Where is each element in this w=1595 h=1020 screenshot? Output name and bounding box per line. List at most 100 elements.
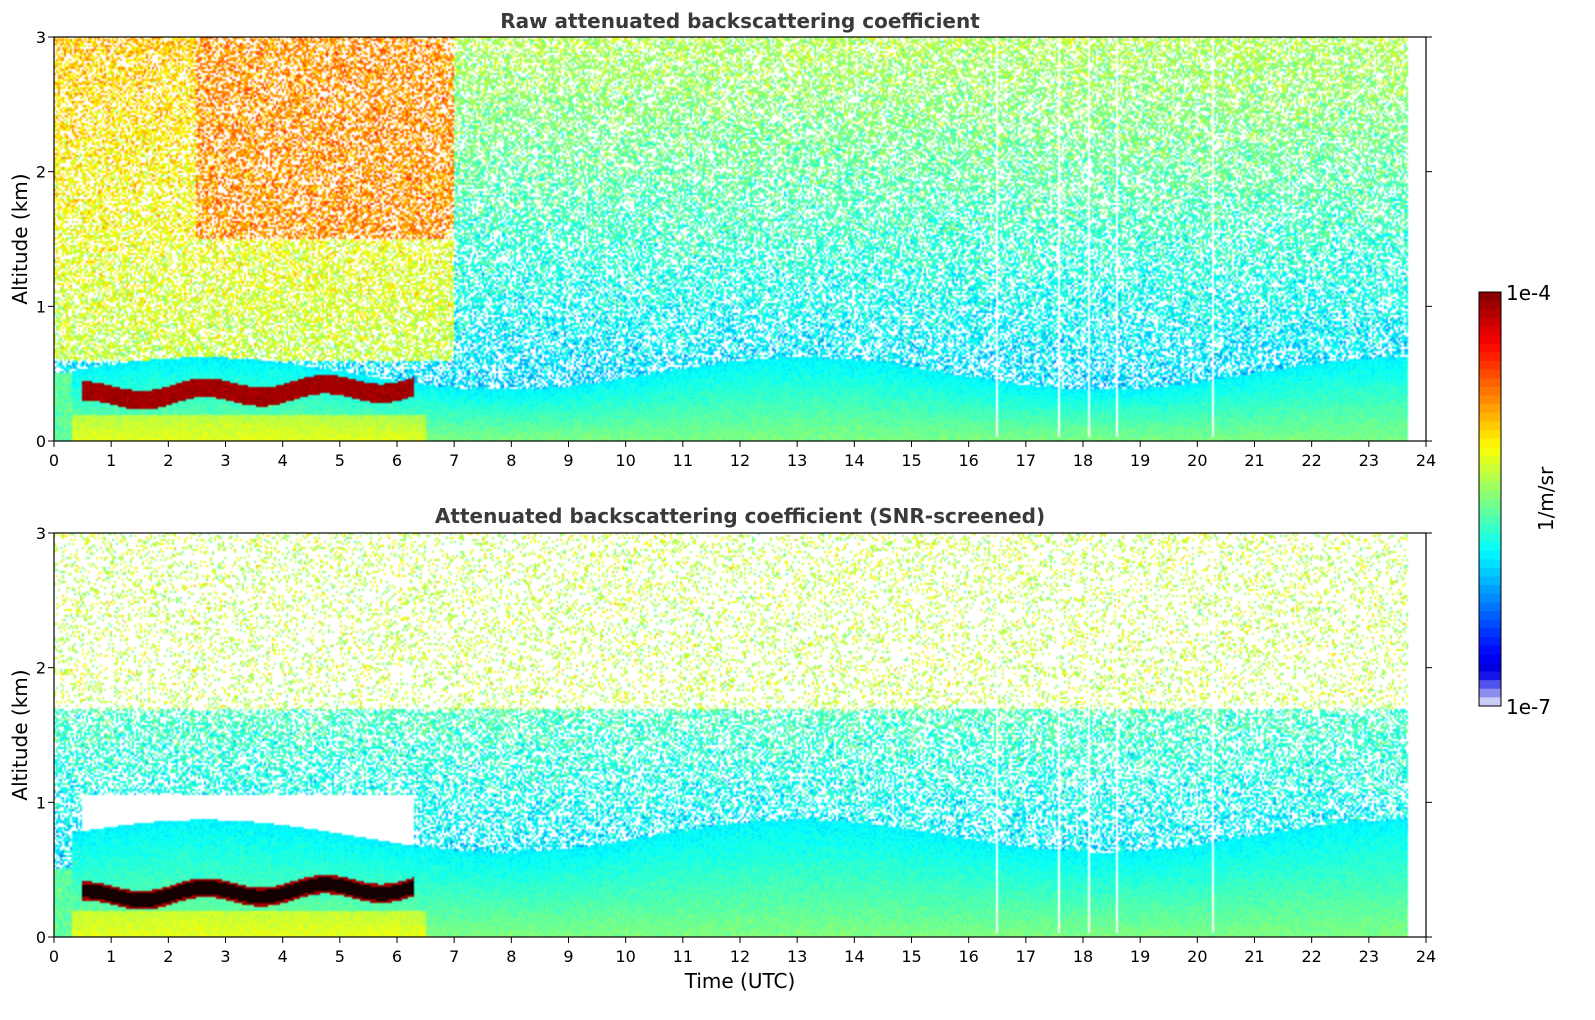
colorbar-step <box>1479 455 1501 466</box>
x-tick-label: 0 <box>49 451 59 470</box>
colorbar-step <box>1479 447 1501 457</box>
x-tick-label: 12 <box>730 451 750 470</box>
colorbar-step <box>1479 395 1501 405</box>
x-tick-label: 19 <box>1130 451 1150 470</box>
x-tick-label: 6 <box>392 451 402 470</box>
x-tick-label: 16 <box>958 947 978 966</box>
colorbar-step <box>1479 421 1501 431</box>
x-tick-label: 15 <box>901 451 921 470</box>
x-tick-label: 3 <box>220 947 230 966</box>
x-tick-label: 9 <box>563 947 573 966</box>
x-tick-label: 19 <box>1130 947 1150 966</box>
x-tick-label: 20 <box>1187 451 1207 470</box>
colorbar-step <box>1479 430 1501 440</box>
x-tick-label: 1 <box>106 451 116 470</box>
x-tick-label: 14 <box>844 947 864 966</box>
x-tick-label: 23 <box>1359 947 1379 966</box>
colorbar-step <box>1479 671 1501 681</box>
colorbar-step <box>1479 602 1501 612</box>
y-axis-label-screened: Altitude (km) <box>8 669 32 800</box>
colorbar-step <box>1479 361 1501 371</box>
colorbar-step <box>1479 473 1501 483</box>
colorbar-step <box>1479 490 1501 500</box>
x-tick-label: 4 <box>278 451 288 470</box>
y-tick-label: 2 <box>36 163 46 182</box>
x-tick-label: 3 <box>220 451 230 470</box>
colorbar-step <box>1479 481 1501 491</box>
x-tick-label: 15 <box>901 947 921 966</box>
colorbar-step <box>1479 628 1501 638</box>
x-tick-label: 7 <box>449 451 459 470</box>
x-tick-label: 10 <box>615 451 635 470</box>
colorbar-step <box>1479 300 1501 310</box>
colorbar-step <box>1479 593 1501 604</box>
x-tick-label: 16 <box>958 451 978 470</box>
x-tick-label: 7 <box>449 947 459 966</box>
colorbar-step <box>1479 326 1501 336</box>
x-tick-label: 13 <box>787 947 807 966</box>
x-tick-label: 12 <box>730 947 750 966</box>
panel-screened: Attenuated backscattering coefficient (S… <box>8 504 1436 993</box>
colorbar-step <box>1479 369 1501 379</box>
x-tick-label: 9 <box>563 451 573 470</box>
colorbar-step <box>1479 352 1501 362</box>
x-tick-label: 24 <box>1416 947 1436 966</box>
colorbar-max-label: 1e-4 <box>1506 281 1551 305</box>
x-tick-label: 21 <box>1244 451 1264 470</box>
colorbar-step <box>1479 292 1501 302</box>
colorbar-step <box>1479 386 1501 397</box>
x-tick-label: 8 <box>506 947 516 966</box>
colorbar-step <box>1479 335 1501 345</box>
x-tick-label: 18 <box>1073 947 1093 966</box>
x-tick-label: 20 <box>1187 947 1207 966</box>
colorbar-step <box>1479 404 1501 414</box>
panel-title-raw: Raw attenuated backscattering coefficien… <box>500 9 980 33</box>
y-tick-label: 1 <box>36 793 46 812</box>
colorbar-min-label: 1e-7 <box>1506 695 1551 719</box>
colorbar-step <box>1479 516 1501 526</box>
y-ticks-raw: 0 1 2 3 <box>36 28 1432 451</box>
x-tick-label: 5 <box>335 947 345 966</box>
colorbar-step <box>1479 697 1501 707</box>
y-tick-label: 0 <box>36 432 46 451</box>
colorbar-step <box>1479 524 1501 535</box>
colorbar-gradient <box>1479 292 1501 707</box>
colorbar-step <box>1479 662 1501 673</box>
x-tick-label: 14 <box>844 451 864 470</box>
y-tick-label: 3 <box>36 524 46 543</box>
x-tick-label: 17 <box>1016 947 1036 966</box>
y-tick-label: 0 <box>36 928 46 947</box>
colorbar-label: 1/m/sr <box>1534 466 1558 531</box>
colorbar-step <box>1479 464 1501 474</box>
colorbar-step <box>1479 507 1501 517</box>
x-tick-label: 22 <box>1301 947 1321 966</box>
x-tick-label: 22 <box>1301 451 1321 470</box>
x-tick-label: 1 <box>106 947 116 966</box>
y-tick-label: 2 <box>36 659 46 678</box>
x-tick-label: 10 <box>615 947 635 966</box>
heatmap-raw <box>54 37 1426 441</box>
colorbar-step <box>1479 317 1501 328</box>
colorbar: 1e-4 1e-7 1/m/sr <box>1478 281 1558 719</box>
x-tick-label: 8 <box>506 451 516 470</box>
colorbar-step <box>1479 585 1501 595</box>
colorbar-step <box>1479 576 1501 586</box>
x-tick-label: 24 <box>1416 451 1436 470</box>
x-tick-label: 11 <box>673 947 693 966</box>
x-tick-label: 13 <box>787 451 807 470</box>
x-tick-label: 18 <box>1073 451 1093 470</box>
colorbar-step <box>1479 688 1501 698</box>
panel-raw: Raw attenuated backscattering coefficien… <box>8 9 1436 470</box>
colorbar-frame <box>1478 291 1502 707</box>
colorbar-step <box>1479 611 1501 621</box>
colorbar-step <box>1479 619 1501 629</box>
colorbar-step <box>1479 645 1501 655</box>
panel-title-screened: Attenuated backscattering coefficient (S… <box>435 504 1045 528</box>
colorbar-step <box>1479 378 1501 388</box>
y-ticks-screened: 0 1 2 3 <box>36 524 1432 947</box>
x-ticks-screened: 0 1 2 3 4 5 6 7 8 9 10 11 12 13 14 15 16 17 18 19 20 21 22 23 24 <box>49 937 1436 966</box>
colorbar-step <box>1479 412 1501 422</box>
x-tick-label: 0 <box>49 947 59 966</box>
colorbar-step <box>1479 637 1501 647</box>
heatmap-screened <box>54 533 1426 937</box>
